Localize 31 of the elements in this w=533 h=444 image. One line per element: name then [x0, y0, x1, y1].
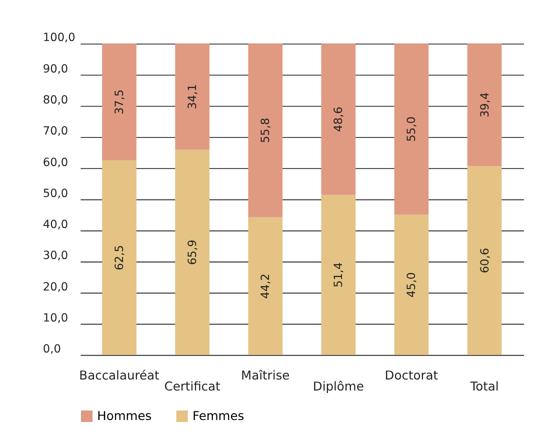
x-tick-label: Baccalauréat: [79, 368, 160, 382]
y-tick-label: 80,0: [42, 92, 68, 106]
data-label: 34,1: [185, 84, 200, 110]
legend-label: Femmes: [192, 408, 244, 423]
data-label: 55,0: [404, 116, 418, 142]
x-tick-label: Diplôme: [312, 380, 364, 394]
y-tick-label: 100,0: [42, 30, 76, 44]
y-tick-label: 50,0: [42, 186, 68, 200]
y-tick-label: 90,0: [42, 61, 68, 76]
y-tick-label: 60,0: [42, 154, 68, 169]
y-tick-label: 20,0: [42, 279, 68, 294]
y-tick-label: 40,0: [42, 217, 68, 232]
x-tick-label: Total: [469, 380, 499, 394]
data-label: 55,8: [258, 118, 272, 144]
data-label: 60,6: [477, 248, 492, 274]
data-label: 62,5: [112, 245, 126, 270]
y-tick-label: 70,0: [42, 124, 68, 138]
x-tick-label: Maîtrise: [241, 368, 290, 382]
data-label: 37,5: [112, 89, 126, 115]
x-tick-label: Certificat: [164, 380, 221, 394]
data-label: 48,6: [331, 106, 346, 132]
data-label: 39,4: [477, 92, 492, 118]
legend-label: Hommes: [97, 408, 152, 423]
data-label: 45,0: [404, 272, 418, 298]
y-tick-label: 0,0: [42, 342, 61, 356]
x-tick-label: Doctorat: [384, 368, 438, 382]
data-label: 44,2: [258, 274, 272, 299]
y-tick-label: 30,0: [42, 248, 68, 262]
data-label: 65,9: [185, 240, 200, 265]
y-tick-label: 10,0: [42, 310, 68, 324]
data-label: 51,4: [331, 262, 346, 288]
